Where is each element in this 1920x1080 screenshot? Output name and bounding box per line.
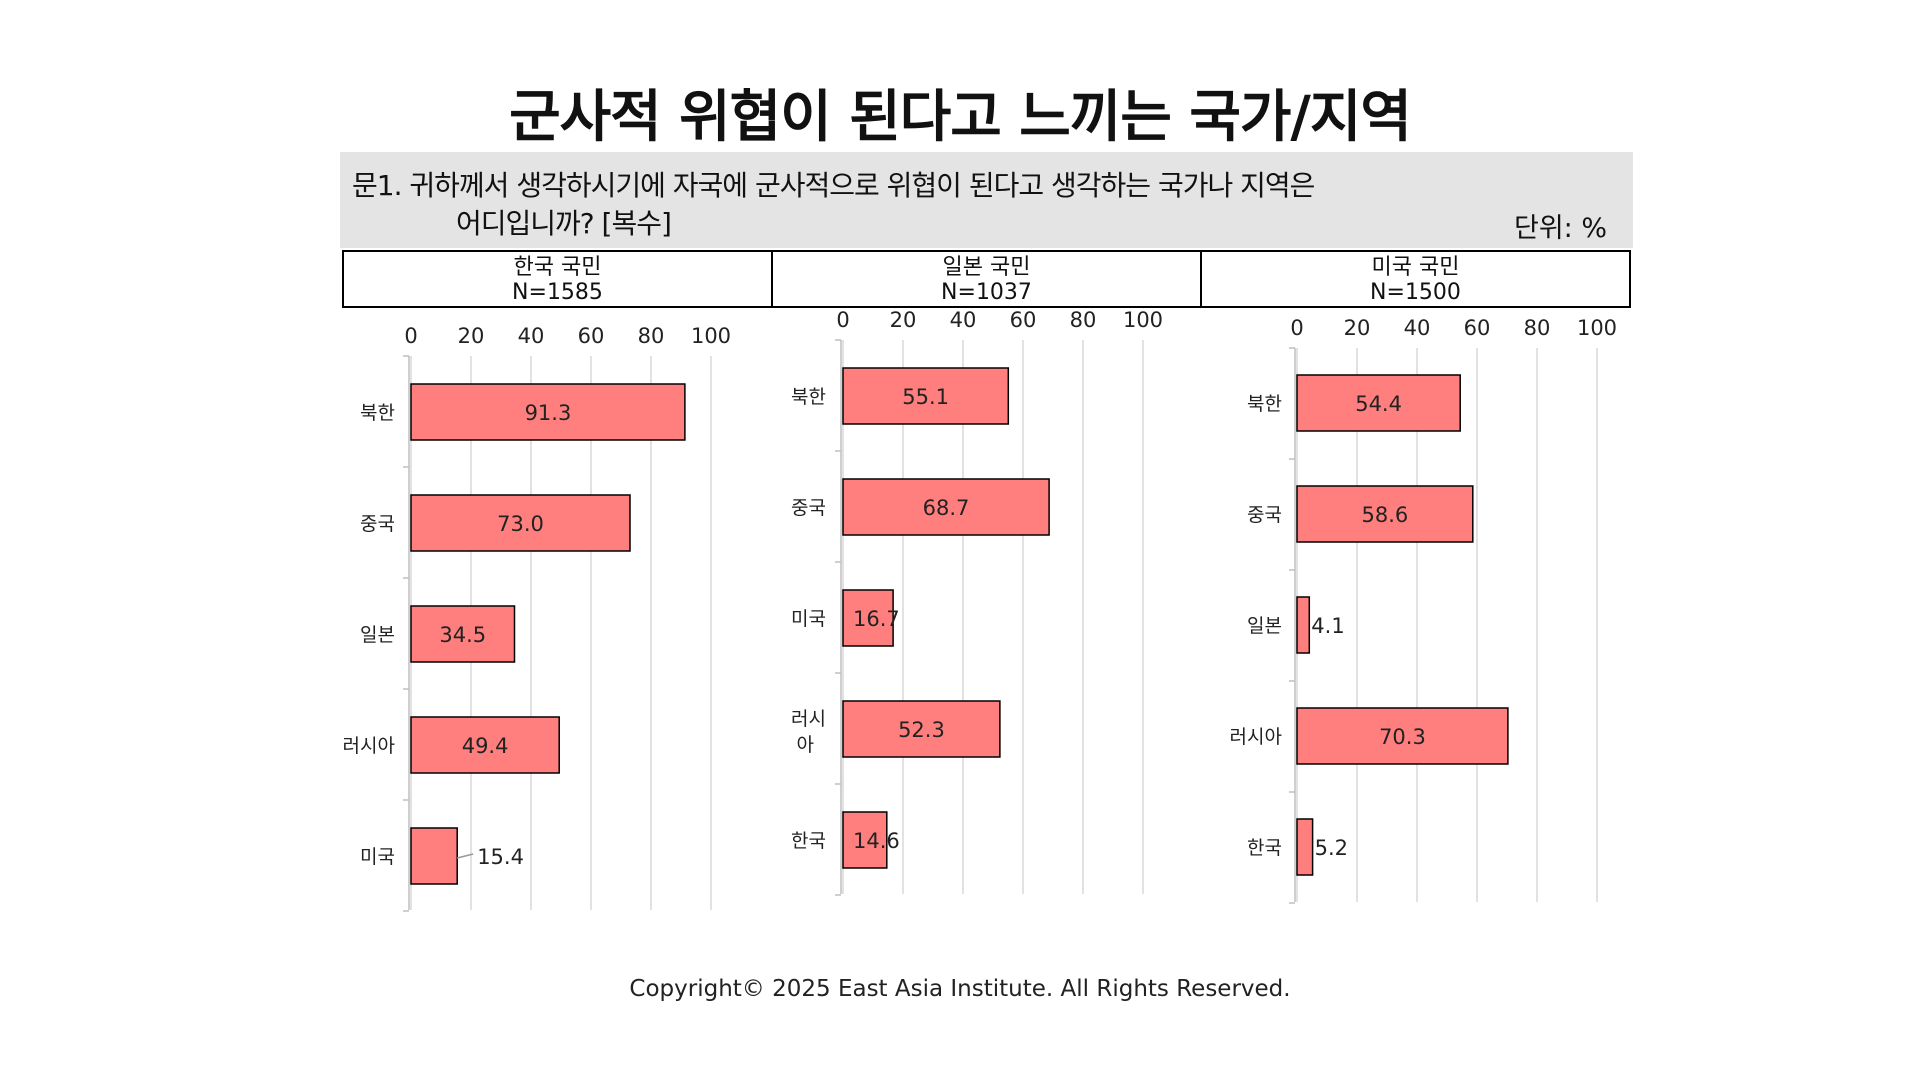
korea-value-label-4: 15.4 xyxy=(477,845,524,869)
header-japan: 일본 국민 N=1037 xyxy=(773,252,1202,306)
japan-value-label-0: 55.1 xyxy=(902,385,949,409)
header-korea-n: N=1585 xyxy=(512,280,603,305)
korea-category-label-4: 미국 xyxy=(360,846,395,868)
korea-tick-label-80: 80 xyxy=(638,324,665,348)
japan-tick-label-100: 100 xyxy=(1123,308,1163,332)
usa-bar-1 xyxy=(1296,485,1474,543)
japan-tick-label-80: 80 xyxy=(1070,308,1097,332)
japan-bar-1 xyxy=(842,478,1050,536)
usa-category-label-0: 북한 xyxy=(1247,393,1282,415)
usa-bar-3 xyxy=(1296,707,1509,765)
header-usa-label: 미국 국민 xyxy=(1371,255,1460,280)
usa-bar-0 xyxy=(1296,374,1461,432)
header-usa: 미국 국민 N=1500 xyxy=(1202,252,1629,306)
japan-value-label-1: 68.7 xyxy=(923,496,970,520)
header-japan-label: 일본 국민 xyxy=(942,255,1031,280)
usa-tick-label-40: 40 xyxy=(1404,316,1431,340)
header-korea-label: 한국 국민 xyxy=(513,255,602,280)
japan-tick-label-40: 40 xyxy=(950,308,977,332)
usa-value-label-2: 4.1 xyxy=(1311,614,1344,638)
japan-category-label-1: 중국 xyxy=(791,497,826,519)
japan-bar-2 xyxy=(842,589,894,647)
japan-tick-label-20: 20 xyxy=(890,308,917,332)
korea-tick-label-60: 60 xyxy=(578,324,605,348)
usa-tick-label-100: 100 xyxy=(1577,316,1617,340)
korea-bar-2 xyxy=(410,605,516,663)
usa-bar-2 xyxy=(1296,596,1311,654)
japan-tick-label-60: 60 xyxy=(1010,308,1037,332)
korea-bar-1 xyxy=(410,494,631,552)
korea-category-label-1: 중국 xyxy=(360,513,395,535)
japan-category-label-4: 한국 xyxy=(791,830,826,852)
header-usa-n: N=1500 xyxy=(1370,280,1461,305)
japan-value-label-4: 14.6 xyxy=(853,829,900,853)
japan-bar-0 xyxy=(842,367,1010,425)
korea-tick-label-20: 20 xyxy=(458,324,485,348)
korea-value-label-0: 91.3 xyxy=(525,401,572,425)
korea-bar-4 xyxy=(410,827,458,885)
korea-category-label-3: 러시아 xyxy=(343,735,395,757)
korea-tick-label-100: 100 xyxy=(691,324,731,348)
usa-tick-label-20: 20 xyxy=(1344,316,1371,340)
korea-bar-0 xyxy=(410,383,686,441)
header-japan-n: N=1037 xyxy=(941,280,1032,305)
japan-bar-4 xyxy=(842,811,888,869)
japan-value-label-3: 52.3 xyxy=(898,718,945,742)
japan-category-label-3: 러시 xyxy=(791,708,826,730)
japan-category-label-3-cont: 아 xyxy=(797,734,814,756)
question-box: 문1. 귀하께서 생각하시기에 자국에 군사적으로 위협이 된다고 생각하는 국… xyxy=(340,152,1633,248)
question-text-line1: 문1. 귀하께서 생각하시기에 자국에 군사적으로 위협이 된다고 생각하는 국… xyxy=(352,169,1315,202)
usa-tick-label-80: 80 xyxy=(1524,316,1551,340)
question-text-line2: 어디입니까? [복수] xyxy=(456,207,672,240)
usa-value-label-3: 70.3 xyxy=(1379,725,1426,749)
korea-category-label-0: 북한 xyxy=(360,402,395,424)
usa-category-label-2: 일본 xyxy=(1247,615,1282,637)
korea-leader-line xyxy=(457,853,474,859)
korea-tick-label-0: 0 xyxy=(404,324,417,348)
korea-value-label-2: 34.5 xyxy=(439,623,486,647)
japan-category-label-2: 미국 xyxy=(791,608,826,630)
page-title: 군사적 위협이 된다고 느끼는 국가/지역 xyxy=(509,85,1412,150)
japan-bar-3 xyxy=(842,700,1001,758)
japan-value-label-2: 16.7 xyxy=(853,607,900,631)
korea-value-label-1: 73.0 xyxy=(497,512,544,536)
usa-category-label-1: 중국 xyxy=(1247,504,1282,526)
japan-category-label-0: 북한 xyxy=(791,386,826,408)
korea-tick-label-40: 40 xyxy=(518,324,545,348)
japan-tick-label-0: 0 xyxy=(836,308,849,332)
usa-bar-4 xyxy=(1296,818,1314,876)
usa-tick-label-0: 0 xyxy=(1290,316,1303,340)
usa-category-label-3: 러시아 xyxy=(1230,726,1282,748)
copyright-footer: Copyright© 2025 East Asia Institute. All… xyxy=(629,976,1291,1002)
usa-category-label-4: 한국 xyxy=(1247,837,1282,859)
header-korea: 한국 국민 N=1585 xyxy=(344,252,773,306)
unit-label: 단위: % xyxy=(1513,213,1607,244)
korea-category-label-2: 일본 xyxy=(360,624,395,646)
korea-value-label-3: 49.4 xyxy=(462,734,509,758)
usa-tick-label-60: 60 xyxy=(1464,316,1491,340)
usa-value-label-0: 54.4 xyxy=(1355,392,1402,416)
korea-bar-3 xyxy=(410,716,560,774)
respondent-header-row: 한국 국민 N=1585 일본 국민 N=1037 미국 국민 N=1500 xyxy=(342,250,1631,308)
usa-value-label-4: 5.2 xyxy=(1315,836,1348,860)
usa-value-label-1: 58.6 xyxy=(1362,503,1409,527)
